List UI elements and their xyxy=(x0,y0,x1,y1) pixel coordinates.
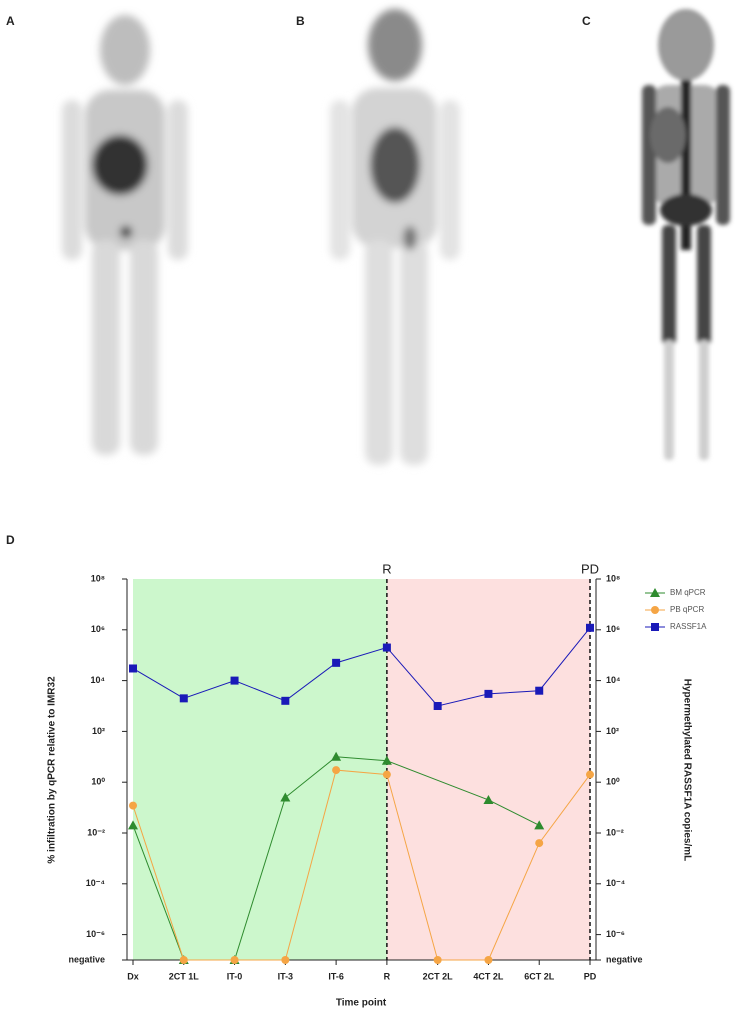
point xyxy=(281,696,290,705)
y-tick-label: 10⁻⁶ xyxy=(86,929,105,939)
x-tick-label: R xyxy=(384,971,391,981)
y2-tick-label: 10⁶ xyxy=(606,624,620,634)
point xyxy=(128,820,138,830)
point xyxy=(230,676,239,685)
point xyxy=(484,956,493,964)
point xyxy=(484,689,493,698)
y-tick-label: 10⁴ xyxy=(91,675,105,685)
panel-label: B xyxy=(296,14,305,28)
y2-tick-label: 10⁻² xyxy=(606,827,624,837)
y-tick-label: 10⁸ xyxy=(91,573,105,583)
scan-a xyxy=(62,15,188,455)
scan-b xyxy=(330,9,460,465)
y-tick-label: 10² xyxy=(92,726,105,736)
scan-c xyxy=(642,9,730,460)
phase-band xyxy=(386,579,590,960)
y2-tick-label: 10⁻⁴ xyxy=(606,878,625,888)
point xyxy=(230,956,239,964)
point xyxy=(651,623,659,631)
y2-tick-label: 10⁸ xyxy=(606,573,620,583)
x-tick-label: PD xyxy=(584,971,597,981)
point xyxy=(129,664,137,673)
y-tick-label: 10⁻² xyxy=(87,827,105,837)
point xyxy=(382,770,391,779)
x-axis-title: Time point xyxy=(336,998,387,1009)
point xyxy=(651,606,659,614)
x-tick-label: 4CT 2L xyxy=(473,971,504,981)
x-tick-label: 2CT 2L xyxy=(423,971,454,981)
series-line xyxy=(132,627,591,707)
point xyxy=(281,956,290,964)
y2-tick-label: 10⁴ xyxy=(606,675,620,685)
point xyxy=(381,755,392,765)
x-tick-label: IT-0 xyxy=(227,971,243,981)
legend-label: RASSF1A xyxy=(670,622,707,631)
point xyxy=(332,658,341,667)
y2-tick-label: 10⁻⁶ xyxy=(606,929,625,939)
point xyxy=(483,794,494,804)
point xyxy=(332,766,341,775)
phase-label: PD xyxy=(581,561,599,576)
point xyxy=(534,820,545,830)
legend-label: BM qPCR xyxy=(670,588,706,597)
y-tick-label: 10⁰ xyxy=(91,777,105,787)
point xyxy=(586,623,594,632)
point xyxy=(535,839,544,848)
panel-label: D xyxy=(6,533,15,547)
y-axis-title: % infiltration by qPCR relative to IMR32 xyxy=(47,676,58,864)
y-tick-label: negative xyxy=(68,954,105,964)
point xyxy=(650,588,660,597)
point xyxy=(129,801,137,810)
point xyxy=(535,686,544,695)
point xyxy=(179,694,188,703)
legend-label: PB qPCR xyxy=(670,605,704,614)
point xyxy=(433,956,442,964)
x-tick-label: 2CT 1L xyxy=(169,971,200,981)
series-line xyxy=(132,769,591,961)
panel-label: A xyxy=(6,14,15,28)
y2-tick-label: 10⁰ xyxy=(606,777,620,787)
phase-band xyxy=(133,579,387,960)
y2-tick-label: 10² xyxy=(606,726,619,736)
point xyxy=(331,751,342,761)
y-tick-label: 10⁻⁴ xyxy=(86,878,105,888)
y-tick-label: 10⁶ xyxy=(91,624,105,634)
panel-label: C xyxy=(582,14,591,28)
x-tick-label: IT-3 xyxy=(278,971,294,981)
y2-axis-title: Hypermethylated RASSF1A copies/mL xyxy=(681,679,692,861)
point xyxy=(382,643,391,652)
x-tick-label: Dx xyxy=(127,971,139,981)
y2-tick-label: negative xyxy=(606,954,643,964)
point xyxy=(280,792,291,802)
x-tick-label: IT-6 xyxy=(328,971,344,981)
phase-label: R xyxy=(382,561,391,576)
x-tick-label: 6CT 2L xyxy=(524,971,555,981)
point xyxy=(179,956,188,964)
point xyxy=(586,770,594,779)
point xyxy=(433,702,442,710)
